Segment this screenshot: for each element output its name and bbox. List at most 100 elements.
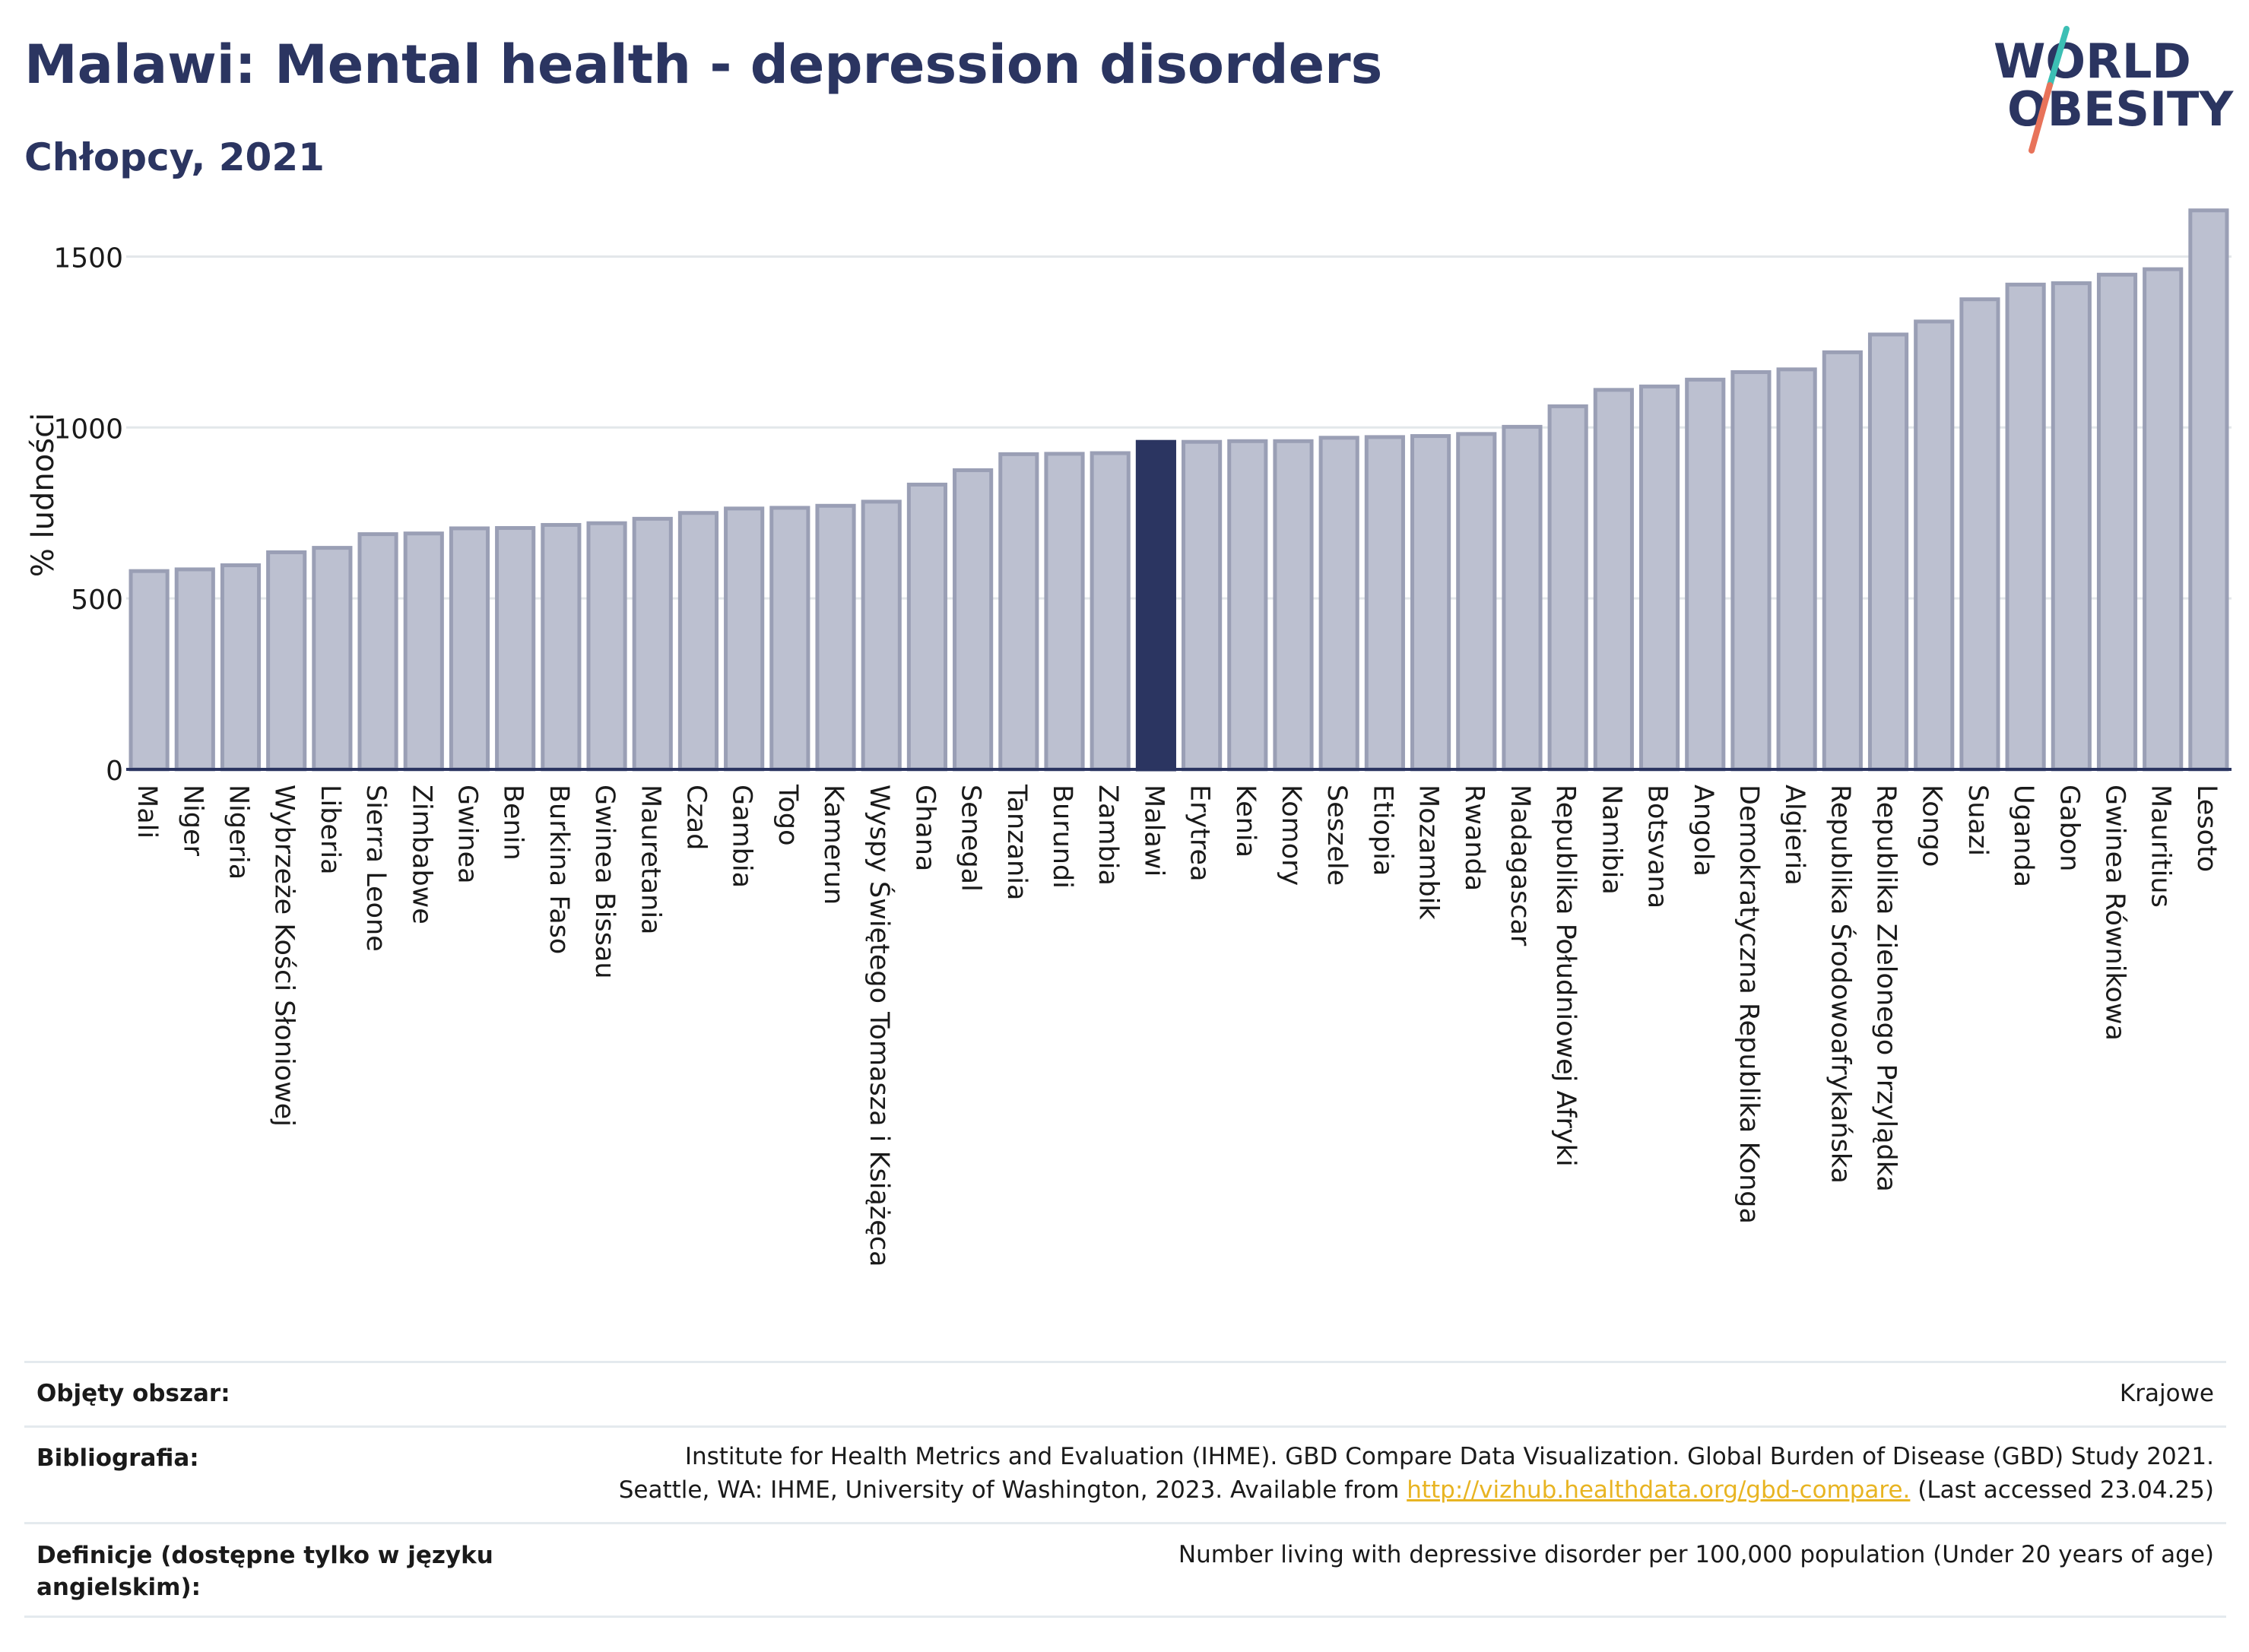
- x-tick-label: Zambia: [1093, 785, 1123, 886]
- x-tick-label: Algieria: [1779, 785, 1810, 886]
- bibliography-value: Institute for Health Metrics and Evaluat…: [619, 1440, 2214, 1507]
- x-tick-label: Benin: [498, 785, 528, 861]
- bar-12: [677, 511, 719, 772]
- x-tick-label: Etiopia: [1367, 785, 1397, 876]
- bar-4: [312, 546, 353, 772]
- bar-6: [403, 531, 444, 772]
- x-tick-label: Demokratyczna Republika Konga: [1734, 785, 1764, 1224]
- y-tick-label: 0: [106, 756, 123, 787]
- coverage-label: Objęty obszar:: [36, 1380, 230, 1407]
- bar-16: [861, 499, 902, 772]
- x-tick-label: Komory: [1276, 785, 1306, 886]
- page-title: Malawi: Mental health - depression disor…: [24, 33, 1383, 96]
- x-tick-label: Togo: [772, 784, 803, 845]
- bar-10: [586, 521, 627, 772]
- x-tick-label: Kamerun: [818, 785, 849, 905]
- bar-30: [1502, 424, 1543, 772]
- bar-35: [1730, 369, 1772, 772]
- bar-39: [1914, 319, 1955, 772]
- x-tick-label: Republika Zielonego Przylądka: [1871, 785, 1902, 1192]
- bar-2: [220, 563, 262, 772]
- x-tick-label: Senegal: [956, 785, 986, 892]
- x-tick-label: Erytrea: [1185, 785, 1215, 882]
- bar-8: [495, 526, 536, 772]
- definitions-row: Definicje (dostępne tylko w języku angie…: [24, 1522, 2226, 1618]
- x-tick-label: Czad: [680, 785, 711, 850]
- bar-41: [2005, 282, 2046, 772]
- bar-45: [2188, 208, 2229, 772]
- bar-26: [1318, 436, 1359, 772]
- x-tick-label: Suazi: [1962, 785, 1993, 856]
- x-tick-label: Ghana: [909, 785, 940, 871]
- y-tick-label: 1500: [53, 243, 123, 274]
- bar-3: [266, 550, 307, 772]
- page-subtitle: Chłopcy, 2021: [24, 135, 325, 179]
- bar-22: [1135, 439, 1176, 772]
- x-tick-label: Zimbabwe: [406, 785, 436, 924]
- coverage-value: Krajowe: [2119, 1380, 2214, 1407]
- definitions-label: Definicje (dostępne tylko w języku angie…: [36, 1542, 493, 1601]
- x-tick-label: Kongo: [1917, 785, 1947, 867]
- definitions-value: Number living with depressive disorder p…: [1178, 1541, 2214, 1568]
- bibliography-link[interactable]: http://vizhub.healthdata.org/gbd-compare…: [1407, 1476, 1911, 1504]
- x-tick-label: Angola: [1688, 785, 1718, 877]
- x-tick-label: Niger: [177, 785, 208, 857]
- bar-38: [1867, 332, 1909, 772]
- bar-7: [449, 526, 490, 772]
- coverage-row: Objęty obszar: Krajowe: [24, 1361, 2226, 1425]
- x-tick-label: Botsvana: [1642, 785, 1673, 908]
- x-tick-label: Wybrzeże Kości Słoniowej: [269, 785, 300, 1127]
- bar-37: [1822, 350, 1863, 772]
- x-tick-label: Lesoto: [2191, 785, 2222, 872]
- bibliography-line-2-pre: Seattle, WA: IHME, University of Washing…: [618, 1476, 1407, 1504]
- x-tick-label: Madagascar: [1505, 785, 1535, 946]
- bibliography-row: Bibliografia: Institute for Health Metri…: [24, 1425, 2226, 1522]
- bar-27: [1364, 435, 1405, 772]
- x-tick-label: Burkina Faso: [544, 785, 574, 954]
- x-tick-label: Kenia: [1230, 785, 1261, 858]
- x-tick-label: Mauretania: [635, 785, 665, 935]
- bar-44: [2143, 267, 2184, 772]
- x-tick-label: Malawi: [1138, 785, 1169, 877]
- bar-9: [541, 522, 582, 772]
- bar-5: [357, 532, 398, 772]
- x-tick-label: Liberia: [315, 785, 345, 875]
- bibliography-line-2-post: (Last accessed 23.04.25): [1910, 1476, 2214, 1504]
- y-tick-label: 1000: [53, 414, 123, 445]
- bar-18: [953, 468, 994, 772]
- y-axis-title: % ludności: [26, 413, 61, 577]
- bar-40: [1959, 297, 2000, 772]
- logo-slash-teal: [2047, 26, 2070, 88]
- x-tick-label: Burundi: [1047, 785, 1077, 889]
- x-tick-label: Mauritius: [2146, 785, 2176, 908]
- bar-23: [1182, 439, 1223, 772]
- x-tick-label: Nigeria: [223, 785, 253, 880]
- x-tick-label: Mozambik: [1413, 785, 1444, 920]
- bar-29: [1456, 432, 1497, 772]
- bar-21: [1090, 451, 1131, 772]
- x-tick-label: Seszele: [1321, 785, 1352, 886]
- bar-20: [1044, 452, 1085, 772]
- bar-1: [174, 567, 215, 772]
- x-tick-label: Republika Południowej Afryki: [1550, 785, 1581, 1167]
- x-tick-label: Sierra Leone: [360, 785, 391, 952]
- bar-31: [1547, 404, 1588, 772]
- logo-slash-coral: [2029, 82, 2053, 154]
- x-tick-label: Namibia: [1596, 785, 1626, 895]
- bar-28: [1410, 434, 1451, 772]
- logo-line-1: WORLD: [1994, 33, 2191, 89]
- bar-0: [128, 569, 170, 772]
- world-obesity-logo: WORLD OBESITY: [1984, 23, 2235, 160]
- bar-36: [1776, 367, 1817, 772]
- bar-33: [1638, 384, 1680, 772]
- bar-24: [1227, 439, 1268, 772]
- x-tick-label: Wyspy Świętego Tomasza i Książęca: [864, 785, 896, 1267]
- x-tick-label: Gabon: [2054, 785, 2084, 871]
- bibliography-label: Bibliografia:: [36, 1444, 199, 1472]
- x-tick-label: Uganda: [2008, 785, 2038, 887]
- x-tick-label: Gambia: [727, 785, 757, 888]
- x-tick-label: Republika Środowoafrykańska: [1825, 785, 1857, 1184]
- x-tick-label: Gwinea Równikowa: [2100, 785, 2130, 1041]
- bar-42: [2051, 281, 2092, 772]
- bar-43: [2096, 272, 2138, 772]
